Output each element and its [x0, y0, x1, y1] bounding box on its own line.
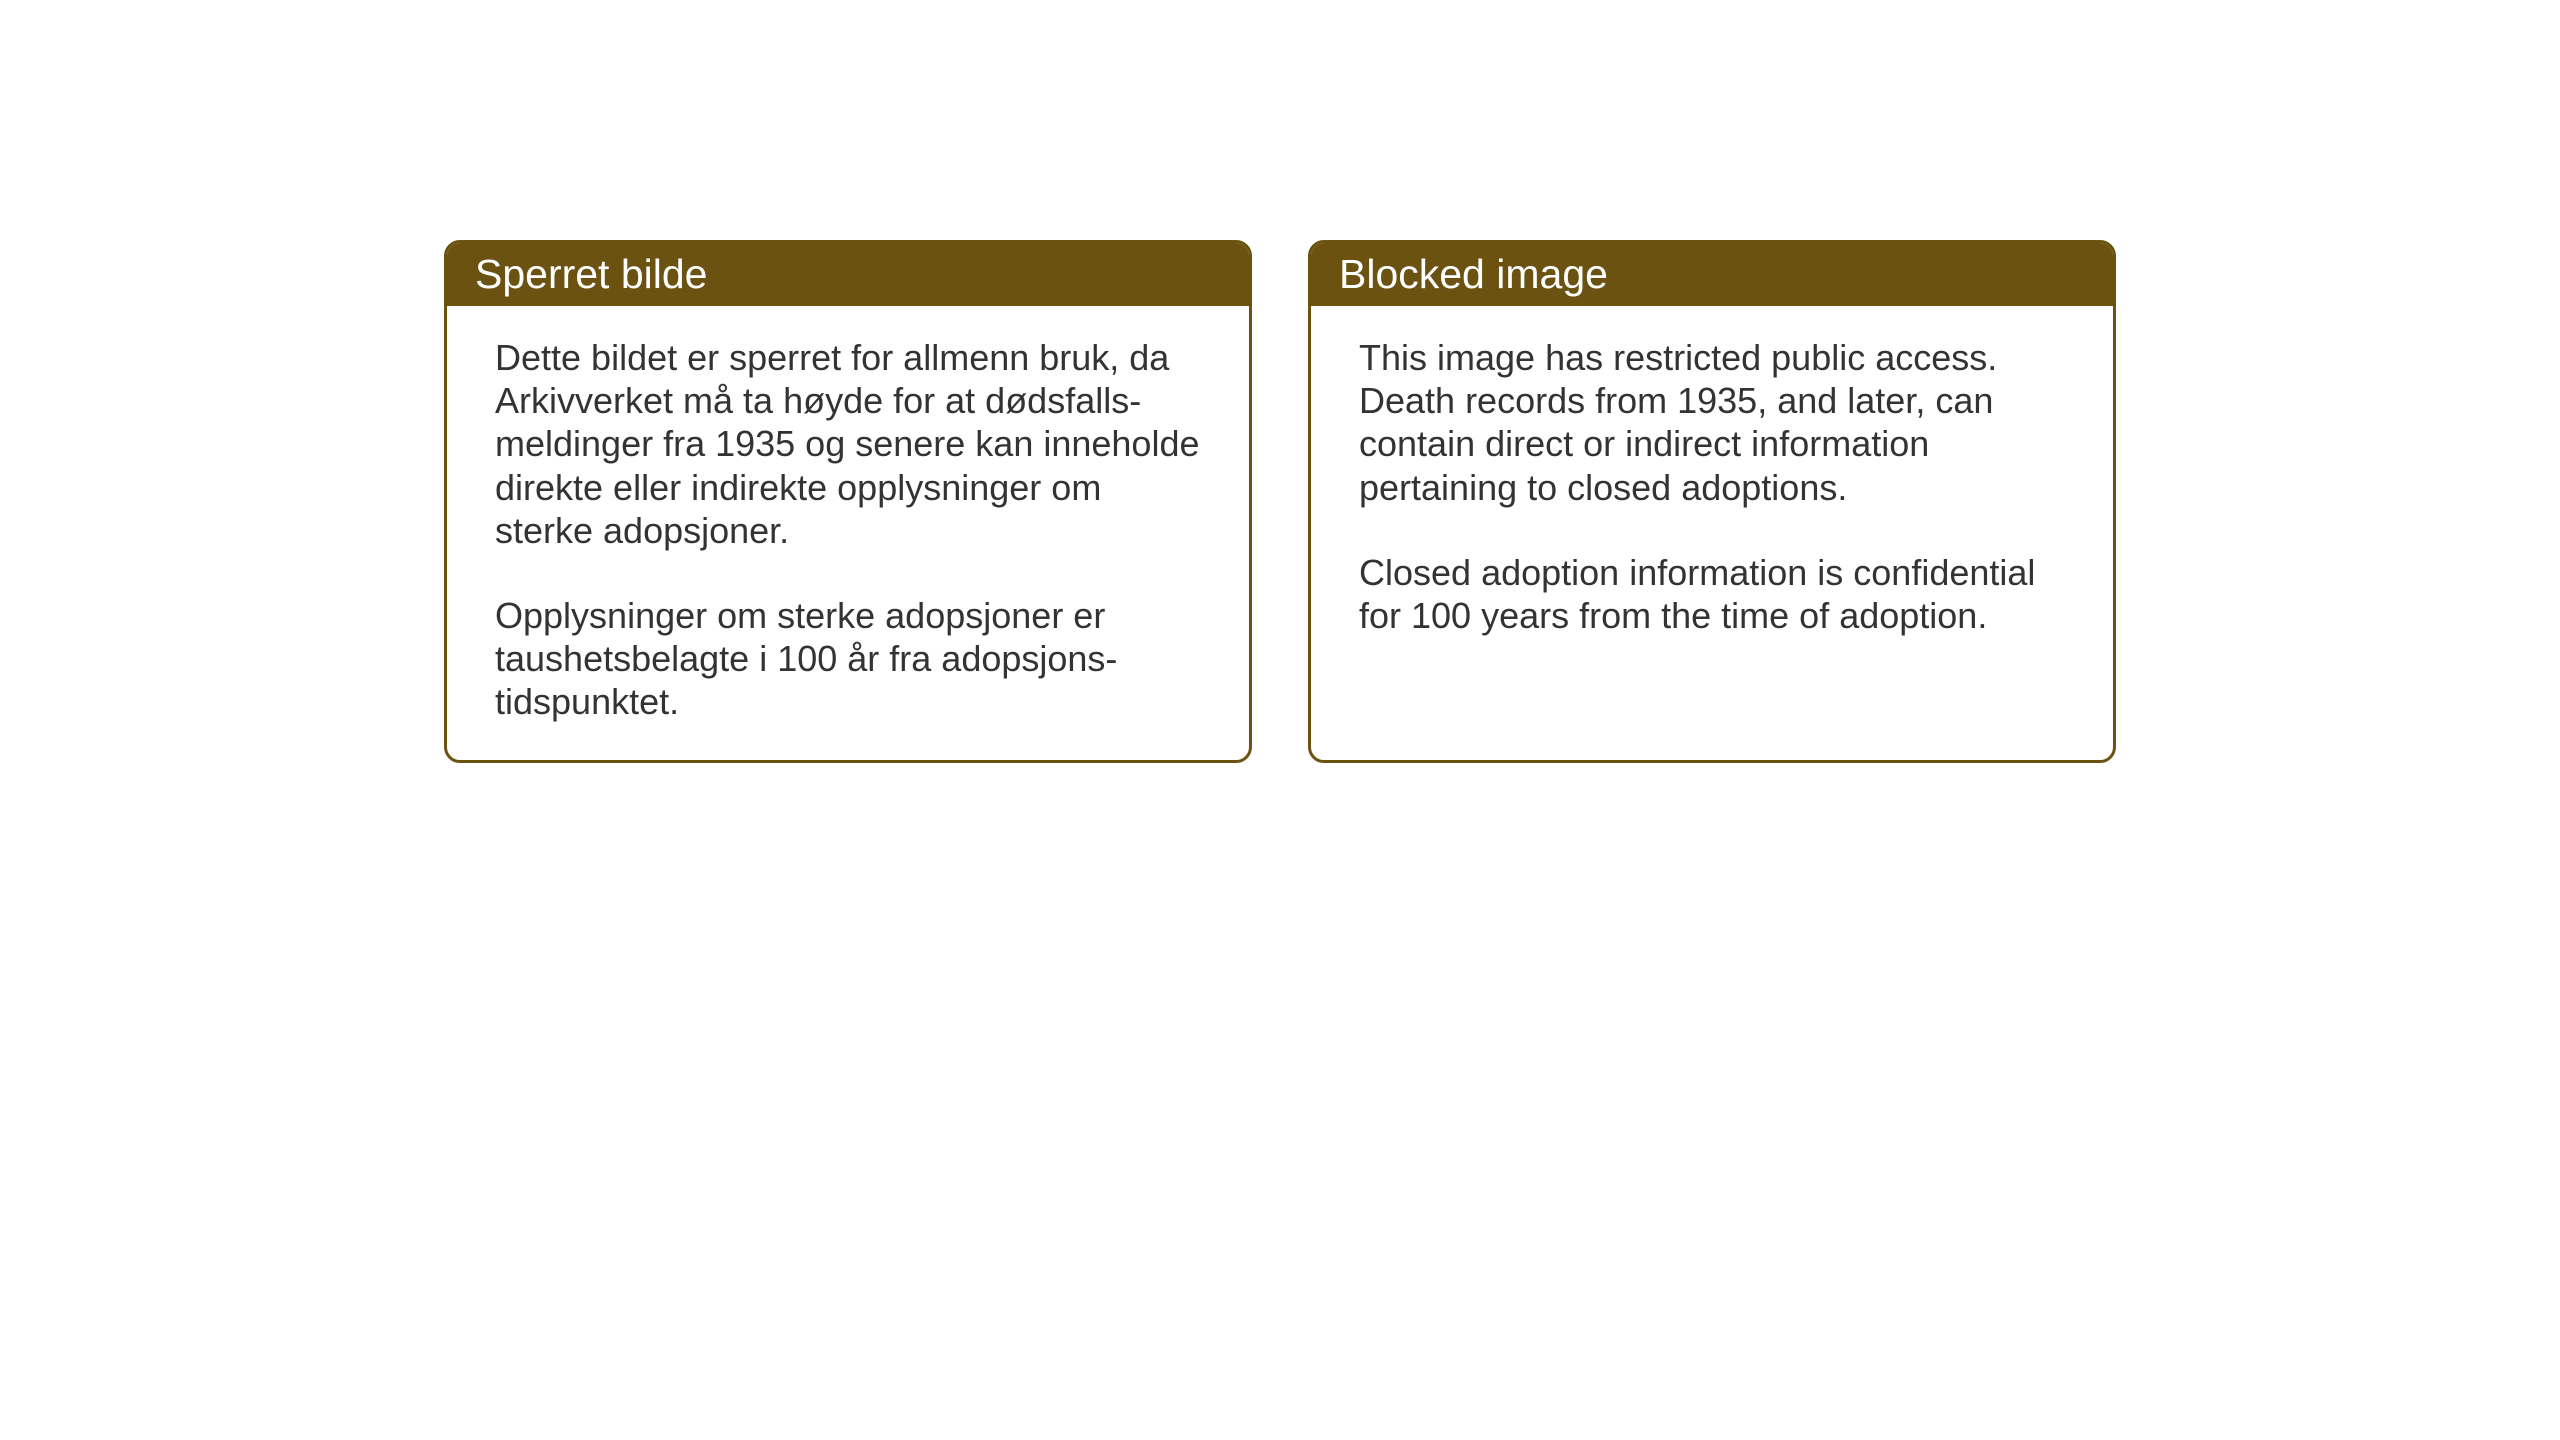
notice-header-english: Blocked image	[1311, 243, 2113, 306]
notice-paragraph-1-norwegian: Dette bildet er sperret for allmenn bruk…	[495, 336, 1201, 552]
notice-body-norwegian: Dette bildet er sperret for allmenn bruk…	[447, 306, 1249, 760]
notices-container: Sperret bilde Dette bildet er sperret fo…	[444, 240, 2116, 763]
notice-paragraph-2-english: Closed adoption information is confident…	[1359, 551, 2065, 637]
notice-body-english: This image has restricted public access.…	[1311, 306, 2113, 726]
notice-box-english: Blocked image This image has restricted …	[1308, 240, 2116, 763]
notice-paragraph-1-english: This image has restricted public access.…	[1359, 336, 2065, 509]
notice-header-norwegian: Sperret bilde	[447, 243, 1249, 306]
notice-title-english: Blocked image	[1339, 251, 1608, 297]
notice-title-norwegian: Sperret bilde	[475, 251, 707, 297]
notice-paragraph-2-norwegian: Opplysninger om sterke adopsjoner er tau…	[495, 594, 1201, 724]
notice-box-norwegian: Sperret bilde Dette bildet er sperret fo…	[444, 240, 1252, 763]
